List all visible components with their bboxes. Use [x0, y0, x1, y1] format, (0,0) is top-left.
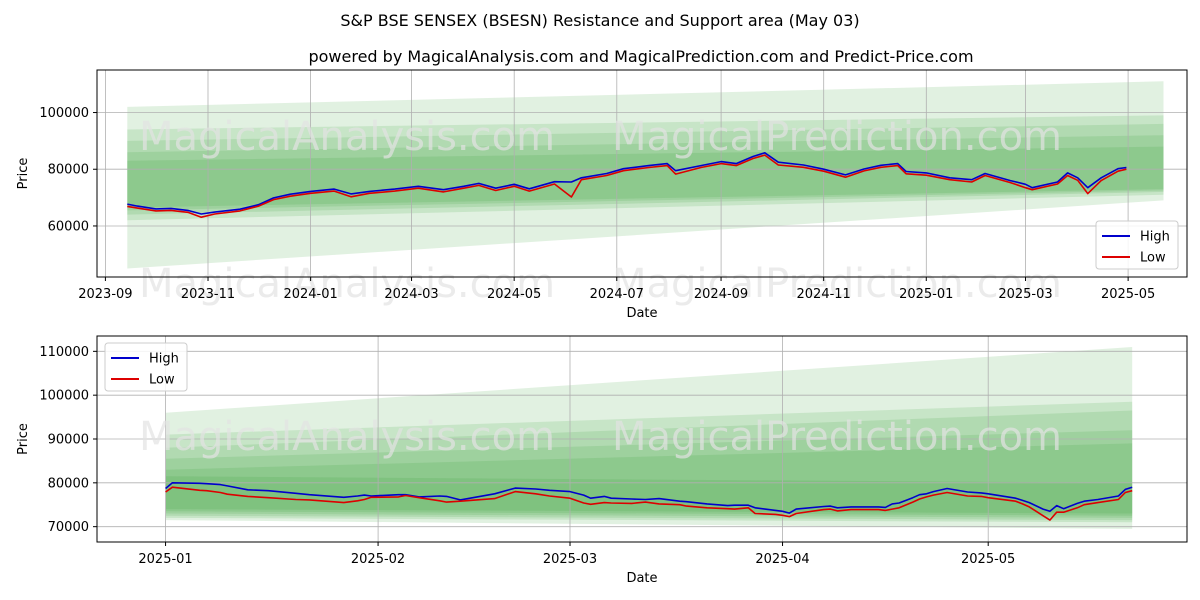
band-4	[165, 443, 1133, 516]
axes-frame	[96, 69, 1188, 278]
x-tick-label: 2025-03	[543, 552, 597, 567]
x-tick-label: 2025-01	[138, 552, 192, 567]
legend-label: Low	[1140, 251, 1166, 266]
legend: High Low	[104, 342, 188, 392]
watermark-prediction: MagicalPrediction.com	[612, 414, 1062, 460]
x-tick-label: 2025-05	[961, 552, 1015, 567]
y-tick-label: 100000	[39, 389, 89, 404]
legend-label: Low	[149, 373, 175, 388]
band-1	[165, 401, 1133, 523]
y-axis-label: Price	[16, 423, 31, 455]
y-tick-label: 100000	[39, 106, 89, 121]
x-tick-label: 2023-09	[78, 287, 132, 302]
x-tick-label: 2024-07	[590, 287, 644, 302]
grid-lines	[97, 336, 1187, 542]
y-tick-label: 80000	[48, 476, 89, 491]
series-line-low	[165, 486, 1133, 521]
legend: High Low	[1095, 220, 1179, 270]
y-axis-label: Price	[16, 158, 31, 190]
y-tick-label: 90000	[48, 433, 89, 448]
legend-box	[104, 342, 188, 392]
x-tick-label: 2024-11	[797, 287, 851, 302]
watermark-analysis: MagicalAnalysis.com	[139, 414, 555, 460]
watermark-analysis: MagicalAnalysis.com	[139, 114, 555, 160]
x-tick-label: 2025-01	[899, 287, 953, 302]
legend-label: High	[149, 352, 179, 367]
y-tick-label: 60000	[48, 219, 89, 234]
x-tick-label: 2024-01	[283, 287, 337, 302]
x-tick-label: 2024-05	[487, 287, 541, 302]
x-tick-label: 2024-03	[384, 287, 438, 302]
grid-lines	[97, 70, 1187, 277]
legend-box	[1095, 220, 1179, 270]
y-tick-label: 70000	[48, 520, 89, 535]
top-panel: MagicalAnalysis.com MagicalPrediction.com…	[16, 69, 1188, 321]
y-tick-label: 80000	[48, 163, 89, 178]
x-tick-label: 2023-11	[181, 287, 235, 302]
y-tick-label: 110000	[39, 345, 89, 360]
band-0	[165, 347, 1133, 529]
series-line-high	[127, 152, 1127, 215]
x-axis-label: Date	[626, 571, 657, 586]
x-tick-label: 2025-04	[755, 552, 809, 567]
watermark-analysis: MagicalAnalysis.com	[139, 261, 555, 307]
watermark-prediction: MagicalPrediction.com	[612, 114, 1062, 160]
x-tick-label: 2024-09	[694, 287, 748, 302]
x-tick-label: 2025-02	[351, 552, 405, 567]
support-resistance-bands	[127, 81, 1164, 269]
watermark-prediction: MagicalPrediction.com	[612, 261, 1062, 307]
x-axis-label: Date	[626, 306, 657, 321]
chart-subtitle: powered by MagicalAnalysis.com and Magic…	[308, 47, 973, 66]
legend-label: High	[1140, 230, 1170, 245]
x-tick-label: 2025-05	[1101, 287, 1155, 302]
x-tick-label: 2025-03	[998, 287, 1052, 302]
series-line-high	[165, 481, 1133, 514]
series-lines	[165, 481, 1133, 521]
series-line-low	[127, 154, 1127, 218]
band-0	[127, 81, 1164, 269]
chart-title: S&P BSE SENSEX (BSESN) Resistance and Su…	[340, 11, 859, 30]
band-2	[165, 410, 1133, 521]
bottom-panel: MagicalAnalysis.com MagicalPrediction.com…	[16, 335, 1188, 586]
series-lines	[127, 152, 1127, 218]
